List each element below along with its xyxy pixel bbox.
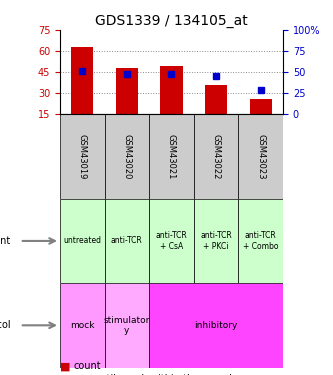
FancyBboxPatch shape bbox=[60, 283, 105, 368]
Text: count: count bbox=[73, 361, 101, 371]
Text: GSM43022: GSM43022 bbox=[211, 134, 221, 179]
FancyBboxPatch shape bbox=[60, 114, 105, 199]
Text: GSM43023: GSM43023 bbox=[256, 134, 265, 179]
Text: agent: agent bbox=[0, 236, 11, 246]
Text: anti-TCR: anti-TCR bbox=[111, 237, 143, 246]
Title: GDS1339 / 134105_at: GDS1339 / 134105_at bbox=[95, 13, 248, 28]
Text: GSM43019: GSM43019 bbox=[78, 134, 87, 179]
Text: mock: mock bbox=[70, 321, 95, 330]
Bar bbox=[71, 47, 93, 114]
FancyBboxPatch shape bbox=[149, 283, 283, 368]
Text: ■: ■ bbox=[60, 374, 71, 375]
FancyBboxPatch shape bbox=[194, 199, 238, 283]
FancyBboxPatch shape bbox=[149, 199, 194, 283]
Text: untreated: untreated bbox=[63, 237, 101, 246]
Text: GSM43020: GSM43020 bbox=[122, 134, 132, 179]
Text: stimulator
y: stimulator y bbox=[104, 316, 150, 335]
Bar bbox=[205, 85, 227, 114]
FancyBboxPatch shape bbox=[60, 199, 105, 283]
FancyBboxPatch shape bbox=[194, 114, 238, 199]
Bar bbox=[249, 99, 272, 114]
Text: percentile rank within the sample: percentile rank within the sample bbox=[73, 374, 238, 375]
FancyBboxPatch shape bbox=[105, 114, 149, 199]
FancyBboxPatch shape bbox=[149, 114, 194, 199]
Bar bbox=[161, 66, 182, 114]
Bar bbox=[116, 68, 138, 114]
FancyBboxPatch shape bbox=[238, 199, 283, 283]
Text: anti-TCR
+ Combo: anti-TCR + Combo bbox=[243, 231, 278, 251]
FancyBboxPatch shape bbox=[238, 114, 283, 199]
Text: anti-TCR
+ PKCi: anti-TCR + PKCi bbox=[200, 231, 232, 251]
Text: ■: ■ bbox=[60, 361, 71, 371]
Text: protocol: protocol bbox=[0, 320, 11, 330]
FancyBboxPatch shape bbox=[105, 199, 149, 283]
Text: inhibitory: inhibitory bbox=[194, 321, 238, 330]
Text: GSM43021: GSM43021 bbox=[167, 134, 176, 179]
FancyBboxPatch shape bbox=[105, 283, 149, 368]
Text: anti-TCR
+ CsA: anti-TCR + CsA bbox=[156, 231, 187, 251]
